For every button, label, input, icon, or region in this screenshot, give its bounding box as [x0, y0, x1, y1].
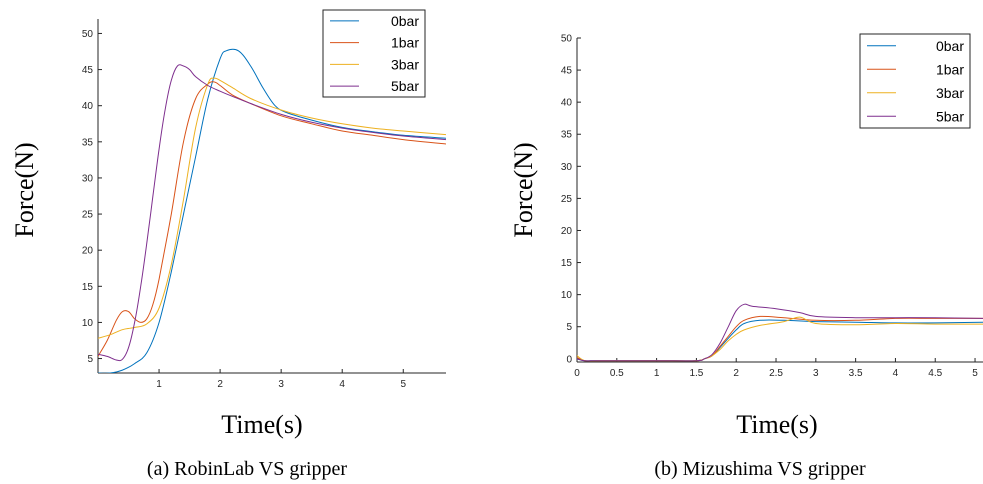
y-tick-label-mizushima: 40	[561, 98, 573, 109]
series-line-3bar-robinlab	[98, 77, 446, 339]
x-tick-label-mizushima: 4	[893, 368, 899, 379]
caption-mizushima: (b) Mizushima VS gripper	[654, 458, 866, 480]
y-tick-label-robinlab: 30	[82, 173, 94, 184]
legend-label-3bar-robinlab: 3bar	[391, 56, 419, 72]
y-axis-title-mizushima: Force(N)	[509, 142, 538, 237]
y-tick-label-robinlab: 45	[82, 65, 94, 76]
x-tick-label-mizushima: 0	[574, 368, 580, 379]
y-tick-label-robinlab: 10	[82, 318, 94, 329]
y-tick-label-mizushima: 25	[561, 194, 573, 205]
x-tick-label-robinlab: 5	[400, 379, 406, 390]
x-tick-label-mizushima: 4.5	[928, 368, 942, 379]
legend-label-1bar-mizushima: 1bar	[936, 61, 964, 77]
x-tick-label-mizushima: 5	[972, 368, 978, 379]
x-tick-label-mizushima: 3.5	[849, 368, 863, 379]
x-tick-label-mizushima: 3	[813, 368, 819, 379]
x-tick-label-mizushima: 0.5	[610, 368, 624, 379]
y-tick-label-robinlab: 20	[82, 246, 94, 257]
series-line-0bar-robinlab	[98, 48, 446, 373]
x-tick-label-robinlab: 2	[217, 379, 223, 390]
x-axis-title-robinlab: Time(s)	[221, 410, 302, 439]
legend-box-robinlab	[322, 9, 426, 98]
y-tick-label-mizushima: 35	[561, 130, 573, 141]
x-tick-label-mizushima: 2.5	[769, 368, 783, 379]
y-tick-label-robinlab: 15	[82, 282, 94, 293]
x-tick-label-robinlab: 3	[278, 379, 284, 390]
legend-label-5bar-mizushima: 5bar	[936, 108, 964, 124]
caption-robinlab: (a) RobinLab VS gripper	[147, 458, 347, 480]
y-tick-label-mizushima: 5	[566, 322, 572, 333]
plot-area-mizushima: 0 5 10 15 20 25 30 35 40 45 50 0 0.5 1 1.5 2 2.5 3 3.5 4 4.5…	[561, 33, 983, 379]
series-line-5bar-mizushima	[577, 303, 983, 362]
y-tick-label-mizushima: 45	[561, 66, 573, 77]
y-tick-label-robinlab: 5	[87, 354, 93, 365]
x-tick-label-mizushima: 1.5	[689, 368, 703, 379]
y-tick-label-mizushima: 10	[561, 290, 573, 301]
y-axis-title-robinlab: Force(N)	[10, 142, 39, 237]
legend-robinlab: 0bar 1bar 3bar 5bar	[322, 9, 426, 98]
y-tick-label-robinlab: 40	[82, 101, 94, 112]
legend-mizushima: 0bar 1bar 3bar 5bar	[859, 33, 971, 129]
x-tick-label-robinlab: 4	[339, 379, 345, 390]
x-tick-label-mizushima: 1	[654, 368, 660, 379]
y-tick-label-mizushima: 15	[561, 258, 573, 269]
y-tick-label-robinlab: 50	[82, 29, 94, 40]
chart-mizushima: 0 5 10 15 20 25 30 35 40 45 50 0 0.5 1 1.5 2 2.5 3 3.5 4 4.5…	[509, 33, 983, 480]
series-line-0bar-mizushima	[577, 319, 983, 362]
x-tick-label-robinlab: 1	[156, 379, 162, 390]
legend-label-0bar-mizushima: 0bar	[936, 38, 964, 54]
legend-label-0bar-robinlab: 0bar	[391, 13, 419, 29]
series-line-5bar-robinlab	[98, 64, 446, 362]
x-axis-title-mizushima: Time(s)	[736, 410, 817, 439]
y-tick-label-mizushima: 50	[561, 34, 573, 45]
legend-label-3bar-mizushima: 3bar	[936, 85, 964, 101]
y-tick-label-robinlab: 35	[82, 137, 94, 148]
y-tick-label-mizushima: 20	[561, 226, 573, 237]
legend-label-5bar-robinlab: 5bar	[391, 78, 419, 94]
x-tick-label-mizushima: 2	[733, 368, 739, 379]
legend-label-1bar-robinlab: 1bar	[391, 35, 419, 51]
y-tick-label-robinlab: 25	[82, 210, 94, 221]
legend-box-mizushima	[859, 33, 971, 129]
y-tick-label-mizushima: 0	[566, 354, 572, 365]
series-line-1bar-robinlab	[98, 81, 446, 357]
y-tick-label-mizushima: 30	[561, 162, 573, 173]
series-line-3bar-mizushima	[577, 316, 983, 362]
